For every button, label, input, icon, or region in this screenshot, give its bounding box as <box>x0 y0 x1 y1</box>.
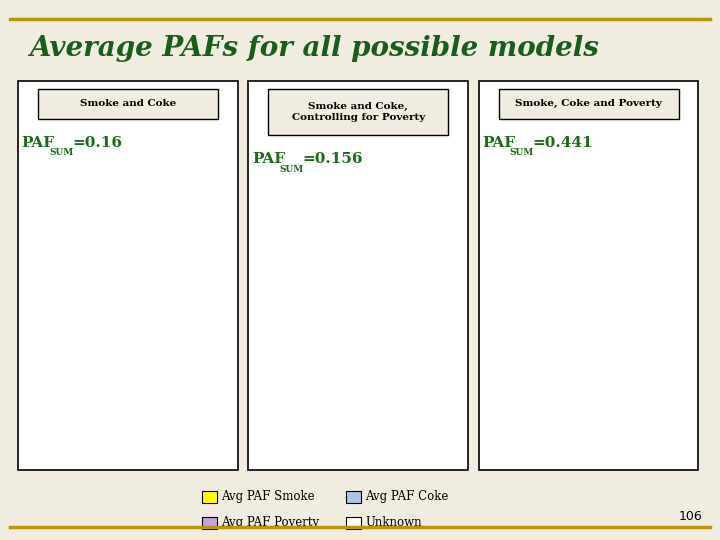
Text: 0.07: 0.07 <box>135 240 158 251</box>
Text: Average PAFs for all possible models: Average PAFs for all possible models <box>29 35 598 62</box>
Text: SUM: SUM <box>510 148 534 157</box>
Wedge shape <box>127 247 163 329</box>
Text: SUM: SUM <box>49 148 73 157</box>
Text: 0.090: 0.090 <box>403 252 434 262</box>
Text: Smoke, Coke and Poverty: Smoke, Coke and Poverty <box>516 99 662 109</box>
Text: 0.079: 0.079 <box>642 253 670 262</box>
Wedge shape <box>589 258 658 329</box>
Text: =0.16: =0.16 <box>72 136 122 150</box>
Text: Unknown: Unknown <box>365 516 422 529</box>
Text: Smoke and Coke: Smoke and Coke <box>80 99 176 109</box>
Text: 106: 106 <box>678 510 702 523</box>
Text: =0.441: =0.441 <box>533 136 593 150</box>
Text: Avg PAF Poverty: Avg PAF Poverty <box>221 516 319 529</box>
Wedge shape <box>588 247 629 329</box>
Text: 0.081: 0.081 <box>596 241 624 251</box>
Text: SUM: SUM <box>279 165 304 173</box>
Wedge shape <box>359 254 426 329</box>
Text: PAF: PAF <box>482 136 516 150</box>
Text: 0.09: 0.09 <box>179 254 202 264</box>
Text: Avg PAF Coke: Avg PAF Coke <box>365 490 449 503</box>
Wedge shape <box>46 247 210 411</box>
Text: 0.84: 0.84 <box>94 364 118 374</box>
Text: 0.281: 0.281 <box>664 354 693 363</box>
Text: 0.85: 0.85 <box>325 364 349 374</box>
Text: PAF: PAF <box>22 136 55 150</box>
Text: Avg PAF Smoke: Avg PAF Smoke <box>221 490 315 503</box>
Wedge shape <box>358 247 391 329</box>
Wedge shape <box>128 255 197 329</box>
Text: PAF: PAF <box>252 152 285 166</box>
Text: =0.156: =0.156 <box>302 152 363 166</box>
Text: 0.559: 0.559 <box>530 333 559 342</box>
Text: 0.066: 0.066 <box>361 240 391 250</box>
Wedge shape <box>507 247 618 411</box>
Text: Smoke and Coke,
Controlling for Poverty: Smoke and Coke, Controlling for Poverty <box>292 102 425 122</box>
Wedge shape <box>276 247 440 411</box>
Wedge shape <box>589 286 670 406</box>
